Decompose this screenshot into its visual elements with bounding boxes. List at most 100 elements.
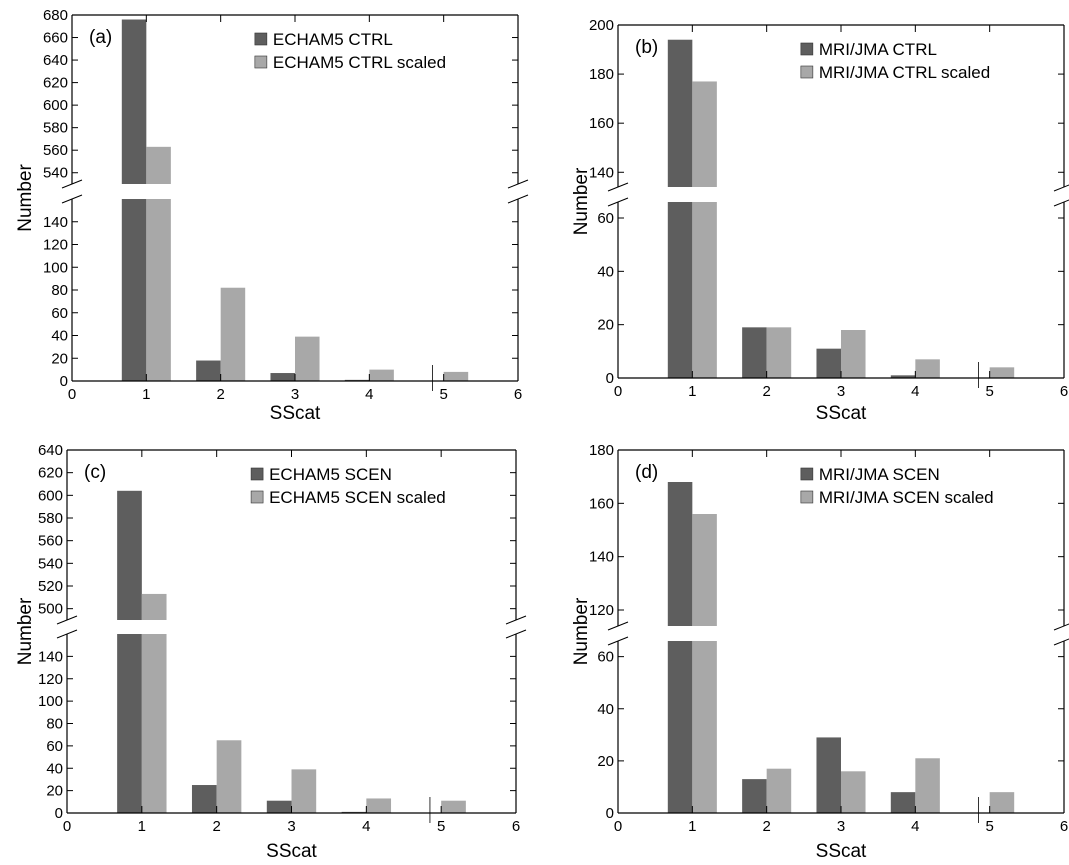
axis-break-mark <box>1053 623 1069 631</box>
axis-break-mark <box>507 194 529 204</box>
y-tick-label: 0 <box>60 373 68 390</box>
bar-b-light-3 <box>841 330 866 378</box>
y-tick-label: 600 <box>43 97 68 114</box>
x-tick-label: 0 <box>63 818 71 835</box>
legend-item-dark: MRI/JMA CTRL <box>800 40 937 59</box>
y-tick-label: 60 <box>597 649 614 666</box>
y-axis-label: Number <box>15 597 36 665</box>
bar-a-light-4 <box>369 369 394 381</box>
panel-label: (d) <box>635 462 658 483</box>
y-tick-label: 640 <box>43 52 68 69</box>
y-tick-label: 40 <box>51 328 68 345</box>
axis-break-mark <box>1053 638 1069 646</box>
legend-label: MRI/JMA CTRL <box>819 40 937 59</box>
x-tick-label: 6 <box>512 818 520 835</box>
bar-b-dark-2 <box>742 327 767 378</box>
bar-d-dark-2 <box>742 779 767 813</box>
x-tick-label: 6 <box>514 386 522 403</box>
panel-label: (a) <box>89 27 112 48</box>
y-tick-label: 680 <box>43 7 68 24</box>
x-tick-label: 0 <box>614 383 622 400</box>
bar-c-light-1 <box>141 593 167 620</box>
legend-item-light: ECHAM5 SCEN scaled <box>250 488 446 507</box>
x-tick-label: 5 <box>985 383 993 400</box>
x-tick-label: 0 <box>614 818 622 835</box>
bar-a-dark-3 <box>270 373 295 381</box>
bar-a-dark-1 <box>121 19 147 184</box>
x-tick-label: 2 <box>762 383 770 400</box>
x-tick-label: 2 <box>216 386 224 403</box>
panel-label: (b) <box>635 37 658 58</box>
x-tick-label: 3 <box>291 386 299 403</box>
y-tick-label: 120 <box>43 237 68 254</box>
x-axis-label: SScat <box>816 841 867 862</box>
y-tick-label: 580 <box>38 510 63 527</box>
axis-break-mark <box>507 179 529 189</box>
bar-d-light-1 <box>692 514 717 626</box>
bar-b-dark-4 <box>890 375 916 378</box>
x-tick-label: 5 <box>437 818 445 835</box>
axis-break-mark <box>61 194 83 204</box>
y-tick-label: 120 <box>38 671 63 688</box>
legend-label: MRI/JMA CTRL scaled <box>819 63 990 82</box>
axis-break-mark <box>607 636 629 646</box>
bar-c-dark-1 <box>117 490 142 620</box>
bar-d-light-1-lower <box>692 641 717 813</box>
x-tick-label: 3 <box>287 818 295 835</box>
x-tick-label: 4 <box>362 818 370 835</box>
axis-break-mark <box>607 197 629 207</box>
legend-swatch <box>800 490 814 504</box>
y-tick-label: 180 <box>589 442 614 459</box>
bar-b-light-4 <box>915 359 940 378</box>
y-tick-label: 100 <box>38 693 63 710</box>
y-tick-label: 500 <box>38 601 63 618</box>
bar-a-dark-1-lower <box>121 199 147 381</box>
bar-b-dark-1 <box>667 39 693 188</box>
bar-d-light-5 <box>989 792 1015 813</box>
y-tick-label: 600 <box>38 487 63 504</box>
y-tick-label: 160 <box>589 495 614 512</box>
y-tick-label: 540 <box>38 555 63 572</box>
bar-c-light-5 <box>441 800 466 813</box>
bar-b-light-2 <box>766 327 792 378</box>
legend-swatch <box>254 55 268 69</box>
bar-a-light-1 <box>146 146 171 184</box>
bar-a-light-5 <box>443 371 469 381</box>
legend-item-light: MRI/JMA SCEN scaled <box>800 488 994 507</box>
legend-swatch <box>800 65 814 79</box>
bar-c-dark-2 <box>191 785 217 813</box>
x-axis-label: SScat <box>270 403 321 424</box>
y-tick-label: 660 <box>43 30 68 47</box>
y-tick-label: 0 <box>606 805 614 822</box>
y-tick-label: 80 <box>51 282 68 299</box>
bar-b-light-1 <box>692 81 717 187</box>
y-tick-label: 100 <box>43 259 68 276</box>
axis-break-mark <box>56 615 78 625</box>
bar-d-dark-3 <box>816 737 841 813</box>
bar-d-light-3 <box>841 771 866 813</box>
legend-label: MRI/JMA SCEN <box>819 465 940 484</box>
x-tick-label: 6 <box>1060 818 1068 835</box>
x-tick-label: 5 <box>439 386 447 403</box>
y-tick-label: 20 <box>597 317 614 334</box>
chart-panel-a: 0204060801001201405405605806006206406606… <box>15 7 529 424</box>
x-tick-label: 1 <box>688 383 696 400</box>
axis-break-mark <box>505 629 527 639</box>
y-tick-label: 640 <box>38 442 63 459</box>
bar-d-dark-1-lower <box>667 641 693 813</box>
x-tick-label: 1 <box>142 386 150 403</box>
legend-item-dark: ECHAM5 SCEN <box>250 465 392 484</box>
legend-item-light: ECHAM5 CTRL scaled <box>254 53 446 72</box>
y-tick-label: 40 <box>597 701 614 718</box>
x-tick-label: 3 <box>837 383 845 400</box>
legend-swatch <box>250 467 264 481</box>
y-tick-label: 140 <box>43 214 68 231</box>
x-axis-label: SScat <box>266 841 317 862</box>
y-tick-label: 520 <box>38 578 63 595</box>
bar-c-light-1-lower <box>141 634 167 813</box>
axis-break-mark <box>505 615 527 625</box>
axis-break-mark <box>1053 184 1069 192</box>
y-tick-label: 60 <box>597 210 614 227</box>
chart-panel-b: 0 20 40 60 140 160 180 200 0 1 2 3 4 5 6 SScat Number (b)… <box>571 17 1069 424</box>
axis-break-mark <box>1053 199 1069 207</box>
